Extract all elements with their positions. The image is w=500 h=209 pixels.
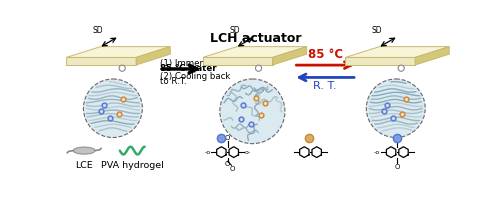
Text: o-: o- <box>244 150 251 155</box>
Text: SD: SD <box>372 26 382 35</box>
Text: O: O <box>225 161 230 167</box>
Polygon shape <box>66 57 136 65</box>
Text: (2) Cooling back: (2) Cooling back <box>160 72 230 81</box>
Circle shape <box>398 65 404 71</box>
Text: LCH actuator: LCH actuator <box>210 32 302 45</box>
Text: SD: SD <box>92 26 103 35</box>
Text: O: O <box>230 166 235 172</box>
Polygon shape <box>66 47 170 57</box>
Polygon shape <box>203 57 272 65</box>
Circle shape <box>256 65 262 71</box>
Polygon shape <box>203 47 306 57</box>
Text: R. T.: R. T. <box>314 81 337 91</box>
Text: (1) Immersion in: (1) Immersion in <box>160 59 232 68</box>
Text: O: O <box>225 135 230 141</box>
Text: to R.T.: to R.T. <box>160 78 187 87</box>
Polygon shape <box>415 47 449 65</box>
Circle shape <box>119 65 126 71</box>
Circle shape <box>366 79 425 138</box>
Text: O: O <box>394 135 400 141</box>
Circle shape <box>84 79 142 138</box>
Text: PVA hydrogel: PVA hydrogel <box>101 161 164 169</box>
Polygon shape <box>346 47 449 57</box>
Circle shape <box>220 79 285 144</box>
Text: LCE: LCE <box>76 161 93 169</box>
Polygon shape <box>136 47 170 65</box>
Text: SD: SD <box>229 26 239 35</box>
Text: O: O <box>394 164 400 170</box>
Polygon shape <box>272 47 306 65</box>
Text: -o: -o <box>204 150 210 155</box>
Text: -o: -o <box>374 150 380 155</box>
Polygon shape <box>74 147 95 154</box>
Polygon shape <box>346 57 415 65</box>
Text: 85 °C water: 85 °C water <box>160 64 217 73</box>
Text: 85 °C: 85 °C <box>308 47 343 60</box>
